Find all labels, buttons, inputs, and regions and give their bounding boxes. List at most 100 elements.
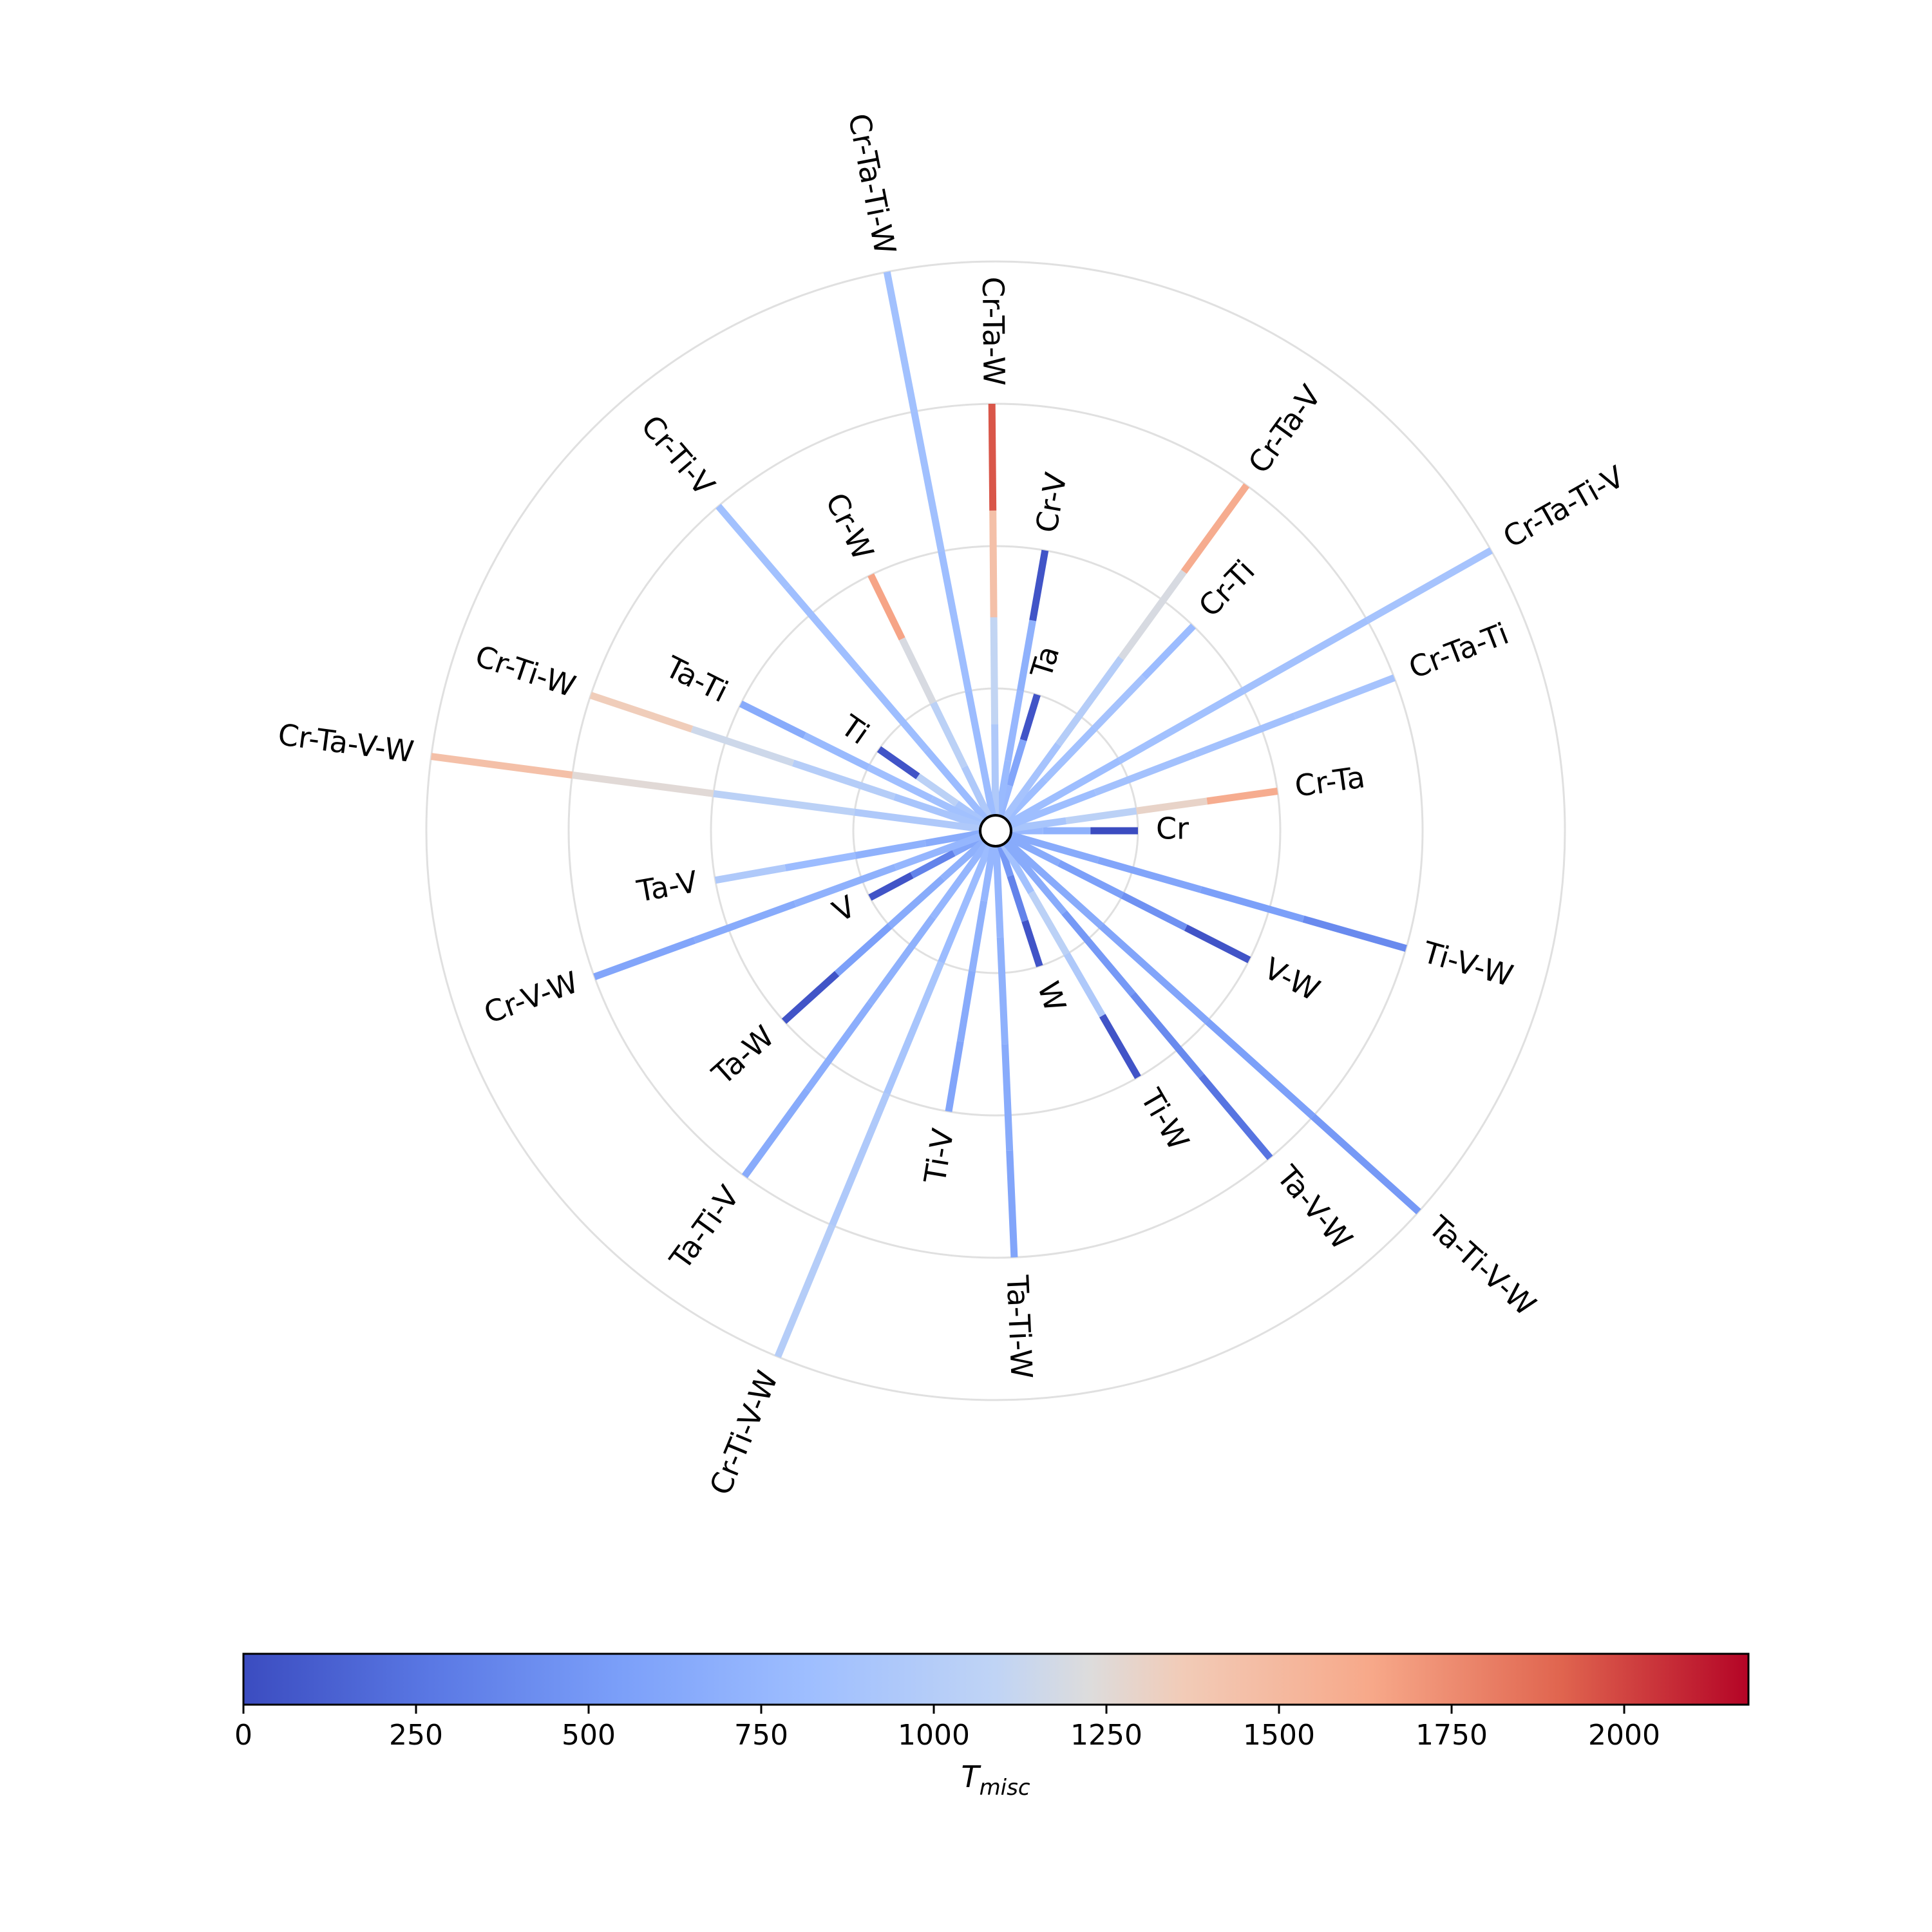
spoke-cr-ta-ti-v [994, 547, 1493, 834]
spoke-label-ta-ti-v-w: Ta-Ti-V-W [1421, 1209, 1542, 1323]
spoke-segment [741, 1088, 811, 1179]
spoke-segment [1099, 1014, 1141, 1079]
spoke-segment [1029, 549, 1049, 621]
spoke-segment [1136, 797, 1208, 815]
spoke-label-cr-ta-ti: Cr-Ta-Ti [1404, 616, 1513, 685]
spoke-segment [867, 914, 936, 1006]
spoke-segment [992, 830, 1004, 938]
spoke-label-cr-v-w: Cr-V-W [479, 965, 582, 1030]
spoke-label-ta-ti-v: Ta-Ti-V [663, 1179, 746, 1276]
colorbar-title-sub: misc [980, 1775, 1030, 1801]
spoke-segment [1004, 690, 1024, 762]
spoke-segment [996, 937, 1009, 1045]
spoke-segment [994, 827, 1099, 864]
spokes [430, 271, 1493, 1358]
colorbar-tick-label: 500 [562, 1719, 616, 1752]
spoke-segment [965, 690, 999, 832]
spoke-segment [1141, 623, 1196, 680]
spoke-cr-ti-v-w [774, 829, 999, 1358]
spoke-label-cr-v: Cr-V [1029, 469, 1074, 535]
spoke-segment [593, 936, 696, 980]
spoke-segment [714, 864, 786, 884]
colorbar-tick-label: 2000 [1588, 1719, 1660, 1752]
spoke-label-cr-ti-w: Cr-Ti-W [471, 638, 580, 704]
spoke-label-ti-v: Ti-V [917, 1126, 961, 1186]
spoke-segment [994, 757, 1122, 834]
spoke-segment [883, 271, 918, 413]
spoke-label-w: W [1031, 977, 1073, 1016]
colorbar-tick-label: 250 [389, 1719, 443, 1752]
spoke-segment [1042, 726, 1097, 782]
spoke-segment [781, 971, 840, 1024]
spoke-segment [1099, 923, 1210, 1024]
spoke-segment [992, 742, 1061, 833]
spoke-segment [988, 403, 997, 511]
spoke-segment [945, 1041, 964, 1112]
spoke-segment [910, 849, 956, 879]
colorbar-tick-label: 750 [734, 1719, 788, 1752]
spoke-segment [1097, 857, 1202, 893]
spoke-segment [930, 701, 968, 769]
spoke-label-v: V [827, 889, 862, 929]
spoke-segment [1057, 860, 1124, 899]
spoke-segment [1184, 924, 1251, 963]
spoke-segment [1121, 892, 1188, 931]
spoke-segment [911, 411, 945, 553]
spoke-segment [1065, 807, 1137, 825]
spoke-segment [1117, 687, 1245, 764]
spoke-label-cr-ta-w: Cr-Ta-W [976, 276, 1011, 386]
spoke-label-cr: Cr [1156, 811, 1189, 846]
spoke-segment [1204, 1018, 1316, 1119]
spoke-segment [1063, 952, 1106, 1018]
spoke-segment [938, 551, 972, 692]
spoke-segment [802, 732, 870, 771]
spoke-label-cr-ta-v-w: Cr-Ta-V-W [276, 717, 416, 769]
spoke-label-cr-ti: Cr-Ti [1192, 553, 1262, 623]
spoke-segment [693, 900, 797, 944]
center-node [979, 814, 1012, 848]
spoke-segment [854, 666, 929, 752]
grid-ring-4 [425, 260, 1566, 1401]
spoke-label-v-w: V-W [1258, 951, 1325, 1008]
spoke-segment [1006, 739, 1027, 787]
spoke-ta-v-w [992, 828, 1273, 1160]
spoke-segment [1061, 910, 1136, 997]
spoke-label-ti-v-w: Ti-V-W [1419, 934, 1517, 993]
spoke-segment [1006, 1150, 1018, 1258]
spoke-label-cr-w: Cr-W [819, 488, 880, 565]
spoke-segment [938, 829, 999, 964]
spoke-label-cr-ti-v: Cr-Ti-V [634, 408, 722, 502]
spoke-segment [1200, 886, 1305, 923]
spoke-segment [990, 617, 999, 724]
spoke-segment [883, 961, 945, 1095]
spoke-segment [1180, 483, 1250, 574]
spoke-label-ta-v: Ta-V [634, 864, 701, 909]
spoke-label-cr-ta-ti-w: Cr-Ta-Ti-W [842, 111, 903, 257]
spoke-segment [866, 764, 934, 802]
spoke-segment [855, 839, 927, 859]
spoke-segment [834, 923, 893, 976]
spoke-segment [791, 759, 896, 800]
colorbar-title: Tmisc [961, 1759, 1030, 1801]
spoke-segment [1193, 712, 1296, 758]
spoke-segment [898, 637, 937, 705]
spoke-segment [989, 510, 998, 618]
spoke-ti-w [992, 829, 1141, 1079]
spoke-segment [1311, 1113, 1421, 1215]
spoke-segment [1198, 1074, 1273, 1160]
spoke-segment [894, 827, 997, 871]
spoke-segment [713, 790, 855, 816]
spoke-segment [804, 1001, 873, 1092]
spoke-label-ta-w: Ta-W [705, 1019, 781, 1092]
spoke-segment [1028, 890, 1070, 956]
spoke-segment [1019, 694, 1041, 741]
spoke-segment [956, 971, 976, 1042]
spoke-label-ti: Ti [834, 708, 875, 751]
colorbar-title-base: T [961, 1759, 981, 1794]
spoke-segment [887, 875, 945, 929]
spoke-label-cr-ta-v: Cr-Ta-V [1242, 379, 1329, 480]
spoke-ti-v-w [994, 827, 1407, 952]
spoke-ta-ti-w [992, 830, 1018, 1258]
spoke-segment [784, 585, 860, 671]
spoke-segment [1293, 674, 1396, 719]
